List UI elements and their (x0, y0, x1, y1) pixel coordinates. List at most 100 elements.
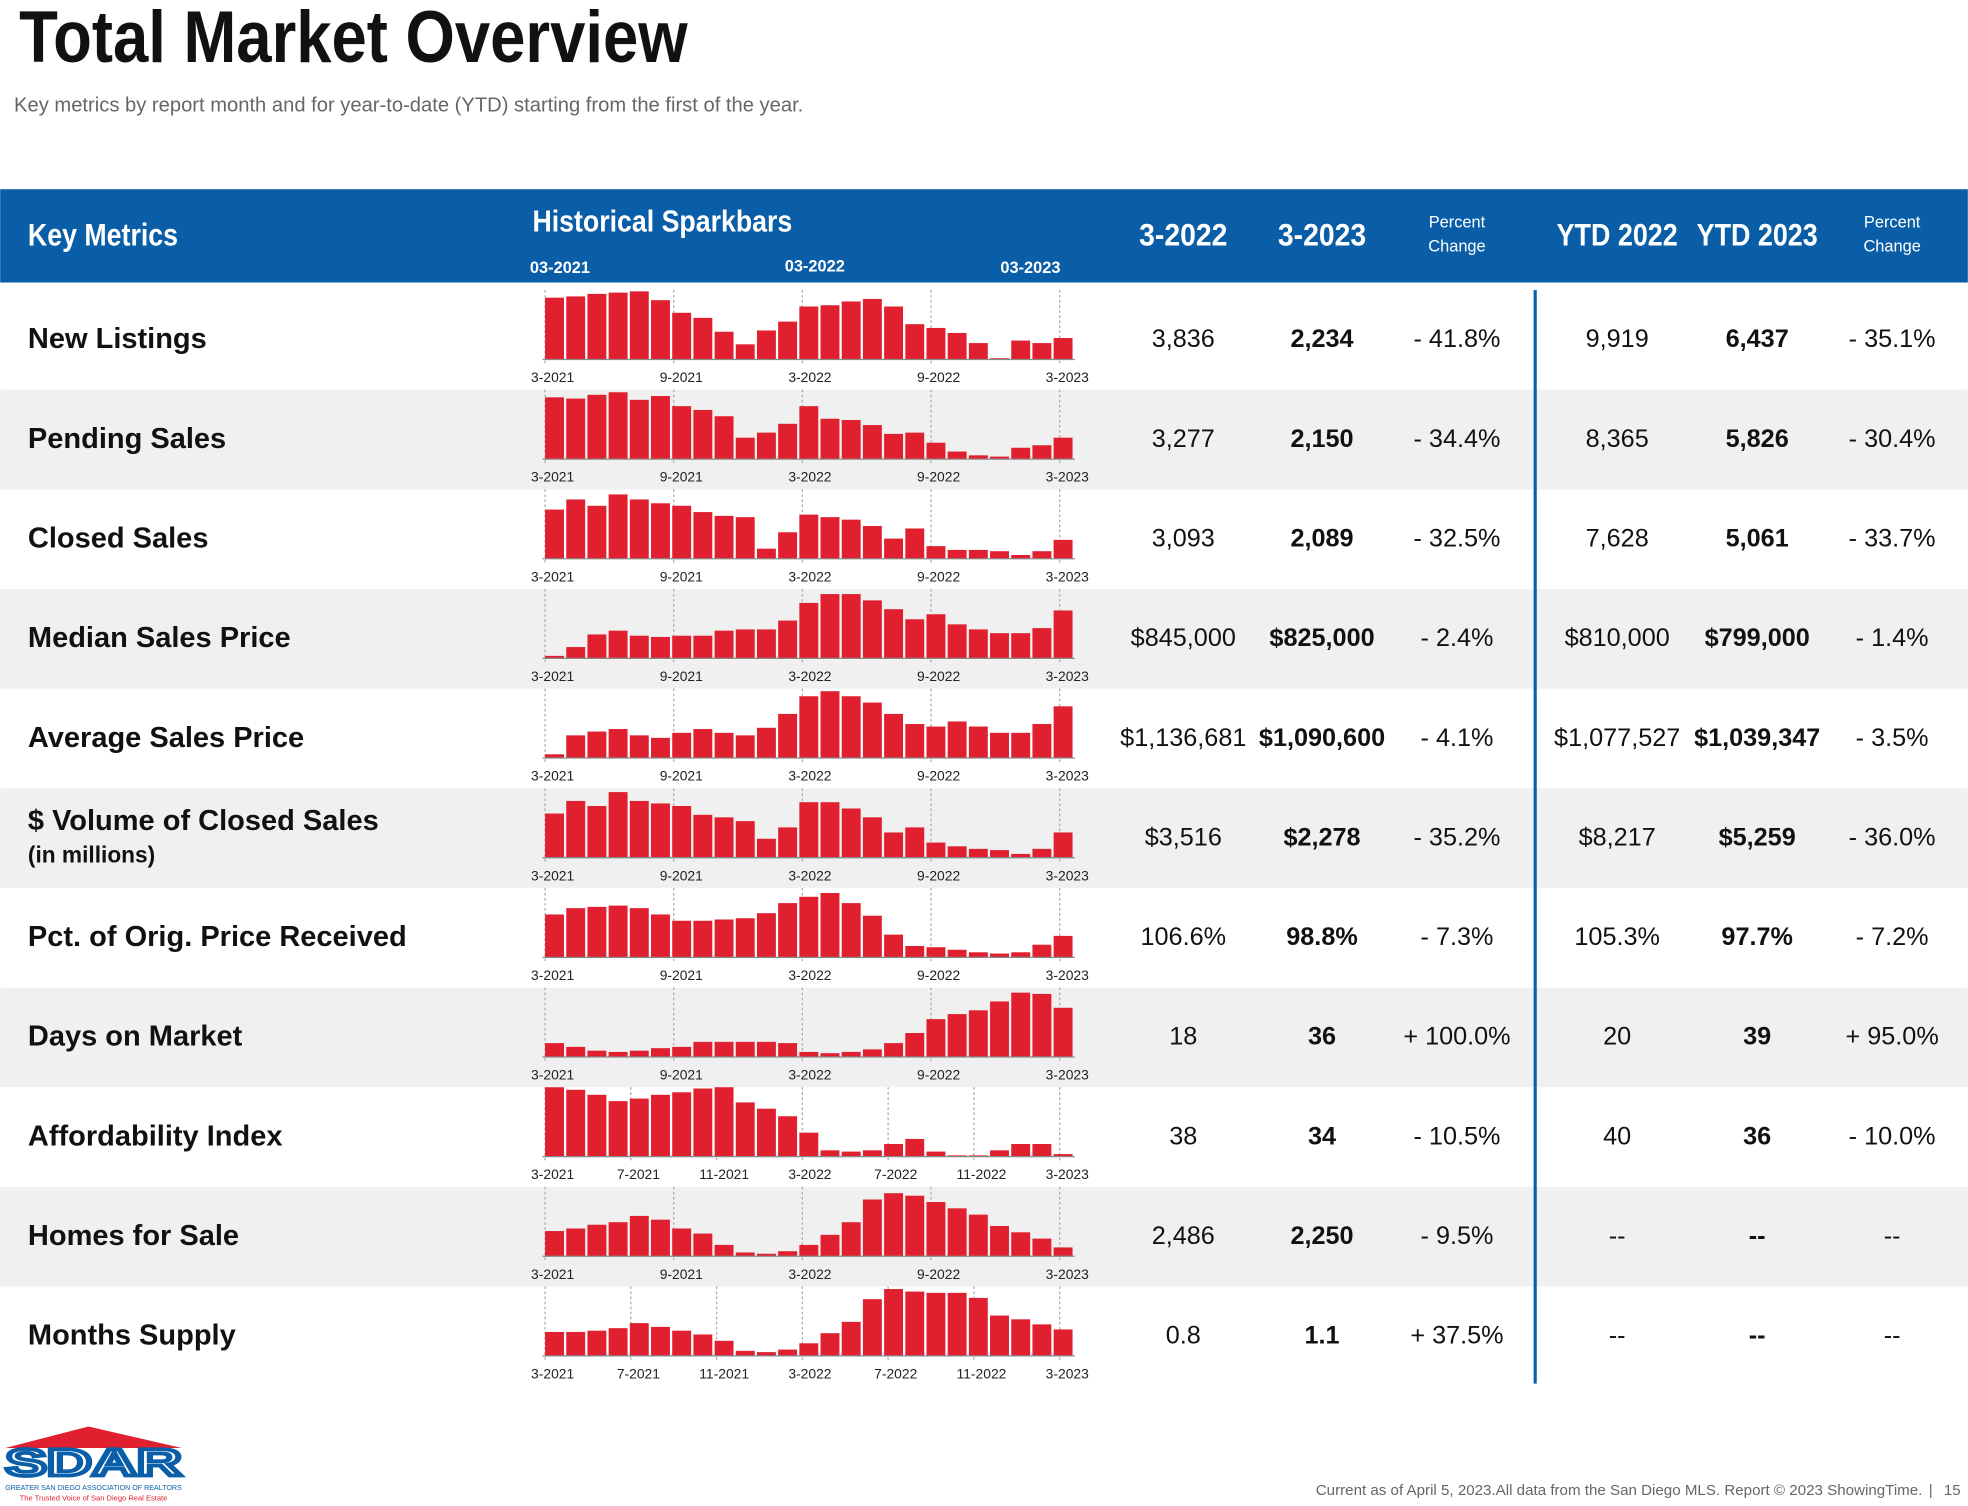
table-cell: 0.8 (1166, 1322, 1201, 1350)
spark-bar (884, 306, 904, 360)
spark-bar (672, 732, 692, 759)
spark-bar (545, 914, 564, 958)
table-cell: $1,039,347 (1694, 724, 1820, 752)
spark-tick-label: 3-2023 (1046, 369, 1089, 385)
spark-bar (947, 949, 967, 958)
spark-bar (990, 1315, 1009, 1356)
spark-tick-label: 9-2021 (660, 867, 703, 883)
spark-tick-label: 3-2021 (531, 568, 574, 584)
spark-bar (566, 800, 586, 858)
spark-bar (651, 914, 670, 958)
spark-bar (1011, 1319, 1031, 1356)
footer-separator: | (1929, 1482, 1933, 1499)
spark-bar (926, 726, 946, 759)
spark-bar (841, 808, 861, 858)
spark-bar (672, 406, 692, 460)
spark-tick-label: 9-2021 (660, 967, 703, 983)
spark-bar (990, 850, 1009, 858)
spark-bar (905, 1291, 925, 1356)
row-label: $ Volume of Closed Sales (28, 805, 379, 837)
table-cell: $810,000 (1565, 624, 1670, 652)
table-cell: $1,090,600 (1259, 724, 1385, 752)
spark-bar (756, 838, 776, 858)
spark-bar (608, 630, 628, 659)
spark-bar (905, 827, 925, 858)
spark-bar (608, 1328, 628, 1356)
spark-bar (608, 392, 628, 460)
spark-bar (1032, 1324, 1052, 1356)
row-label: Average Sales Price (28, 722, 304, 754)
spark-bar (926, 546, 946, 559)
spark-bar (1011, 992, 1031, 1057)
spark-bar (629, 908, 649, 958)
header-cell: Change (1863, 238, 1920, 256)
table-cell: + 37.5% (1410, 1322, 1503, 1350)
spark-bar (629, 635, 649, 659)
spark-tick-label: 3-2021 (531, 768, 574, 784)
spark-bar (968, 726, 988, 759)
spark-bar (756, 727, 776, 759)
spark-tick-label: 9-2021 (660, 1067, 703, 1083)
table-cell: $845,000 (1131, 624, 1236, 652)
spark-bar (947, 721, 967, 759)
spark-tick-label: 3-2023 (1046, 1365, 1089, 1381)
header-cell: Change (1428, 238, 1485, 256)
table-cell: - 32.5% (1414, 524, 1501, 552)
row-label: Affordability Index (28, 1120, 283, 1152)
header-cell: YTD 2022 (1557, 216, 1678, 252)
spark-bar (587, 634, 607, 659)
spark-bar (884, 1289, 904, 1356)
spark-tick-label: 3-2023 (1046, 1266, 1089, 1282)
spark-bar (651, 1094, 670, 1157)
spark-bar (926, 1292, 946, 1356)
spark-bar (756, 1352, 776, 1356)
spark-bar (1011, 447, 1031, 460)
spark-bar (651, 300, 670, 360)
spark-tick-label: 7-2021 (617, 1365, 660, 1381)
spark-bar (756, 629, 776, 659)
spark-bar (905, 324, 925, 360)
table-cell: -- (1609, 1322, 1626, 1350)
spark-tick-label: 3-2022 (788, 469, 831, 485)
table-cell: - 7.3% (1421, 923, 1494, 951)
spark-tick-label: 3-2022 (788, 668, 831, 684)
spark-bar (947, 846, 967, 858)
spark-bar (1011, 633, 1031, 659)
table-cell: -- (1749, 1322, 1766, 1350)
spark-bar (1032, 723, 1052, 759)
header-bar (0, 189, 1968, 283)
spark-bar (566, 296, 586, 360)
row-label: Pending Sales (28, 423, 226, 455)
spark-bar (693, 1041, 713, 1057)
spark-bar (587, 505, 607, 559)
spark-bar (990, 1001, 1009, 1057)
spark-bar (947, 1292, 967, 1356)
logo-roof (5, 1426, 182, 1448)
spark-bar (1011, 340, 1031, 360)
spark-bar (566, 1046, 586, 1057)
table-cell: - 10.5% (1414, 1122, 1501, 1150)
spark-bar (735, 735, 755, 759)
spark-tick-label: 3-2022 (788, 768, 831, 784)
spark-bar (862, 1199, 882, 1257)
spark-bar (608, 1101, 628, 1157)
spark-tick-label: 3-2021 (531, 1166, 574, 1182)
spark-bar (947, 451, 967, 460)
spark-tick-label: 3-2023 (1046, 668, 1089, 684)
table-cell: $2,278 (1283, 823, 1360, 851)
spark-bar (841, 903, 861, 958)
table-cell: 98.8% (1286, 923, 1358, 951)
spark-bar (926, 614, 946, 659)
spark-bar (714, 331, 734, 360)
spark-bar (947, 332, 967, 360)
spark-bar (545, 397, 564, 460)
spark-bar (884, 1144, 904, 1157)
spark-bar (884, 934, 904, 958)
table-body: New Listings 3-2021 9-2021 3-2022 9-2022 3-20… (0, 290, 1968, 1381)
spark-bar (735, 629, 755, 659)
spark-tick-label: 9-2022 (917, 967, 960, 983)
spark-bar (693, 317, 713, 360)
spark-bar (693, 814, 713, 858)
table-cell: 2,150 (1290, 425, 1353, 453)
spark-bar (778, 423, 798, 460)
